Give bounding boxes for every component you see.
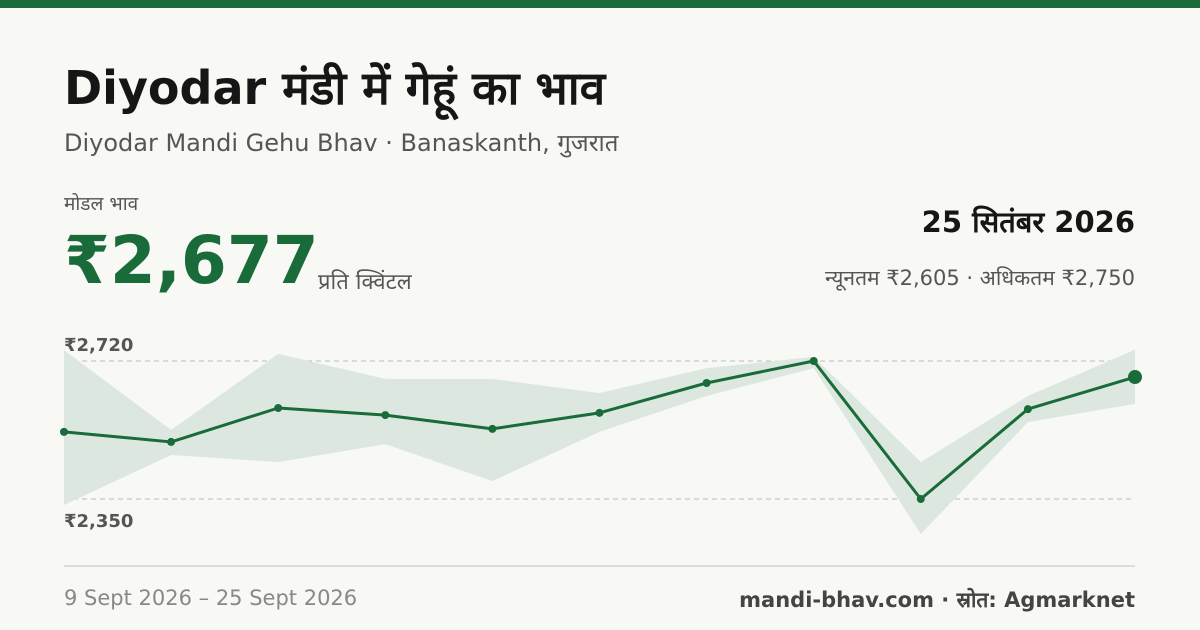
subtitle: Diyodar Mandi Gehu Bhav · Banaskanth, गु…: [64, 129, 619, 157]
unit: प्रति क्विंटल: [318, 270, 412, 295]
date: 25 सितंबर 2026: [921, 205, 1135, 239]
range-band: [64, 349, 1135, 535]
point: [916, 495, 925, 503]
title: Diyodar मंडी में गेहूं का भाव: [64, 61, 606, 115]
top-bar: [0, 0, 1200, 8]
point: [1023, 405, 1032, 414]
y-tick-label: ₹2,350: [64, 511, 133, 532]
point: [274, 403, 283, 412]
point: [60, 427, 68, 436]
point: [595, 408, 604, 417]
y-tick-label: ₹2,720: [64, 335, 133, 356]
range-text: न्यूनतम ₹2,605 · अधिकतम ₹2,750: [825, 266, 1135, 290]
date-range: 9 Sept 2026 – 25 Sept 2026: [64, 586, 358, 610]
modal-label: मोडल भाव: [64, 193, 139, 215]
point: [167, 437, 176, 446]
modal-price: ₹2,677: [64, 222, 319, 299]
point: [809, 357, 818, 365]
point: [488, 424, 497, 433]
point: [702, 379, 711, 388]
point: [1128, 370, 1142, 385]
point: [381, 411, 390, 420]
source: mandi-bhav.com · स्रोत: Agmarknet: [739, 588, 1135, 612]
